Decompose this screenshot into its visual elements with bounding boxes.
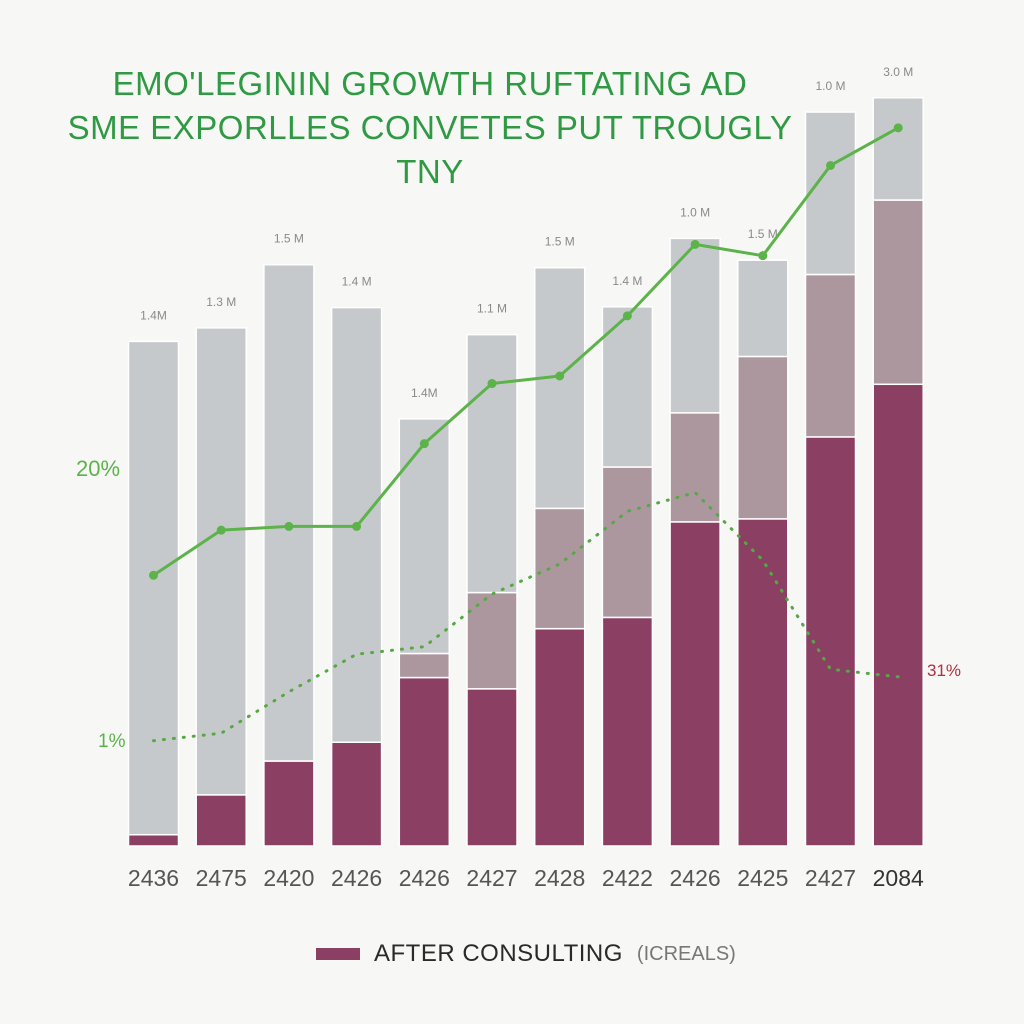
- x-tick-label: 2475: [196, 865, 247, 891]
- bar-value-label: 1.1 M: [477, 302, 507, 316]
- bar-value-label: 1.0 M: [680, 205, 710, 219]
- bar-segment-after: [601, 616, 654, 847]
- bar-segment-after: [669, 521, 721, 847]
- bar-segment-before: [533, 266, 586, 510]
- bar-segment-middle: [804, 273, 857, 438]
- x-axis-tick-labels: 2436 2475 2420 2426 2426 2427 2428 2422 2426 2425…: [128, 865, 924, 891]
- trend-point: [216, 525, 226, 535]
- bar-segment-before: [872, 97, 924, 201]
- bar-segment-middle: [398, 652, 451, 679]
- bar-segment-after: [466, 688, 518, 847]
- trend-point: [555, 371, 565, 381]
- bar-segment-after: [195, 794, 247, 847]
- bar-segment-before: [601, 306, 654, 468]
- legend-unit: (ICREALS): [636, 942, 736, 965]
- x-tick-label: 2427: [805, 865, 856, 891]
- bar-segment-middle: [466, 591, 518, 690]
- legend-label: AFTER CONSULTING: [374, 940, 623, 967]
- bar-segment-middle: [533, 507, 586, 630]
- chart-title-line-2: SME EXPORLLES CONVETES PUT TROUGLY TNY: [67, 109, 793, 190]
- bar-segment-after: [330, 741, 383, 847]
- bar-value-label: 1.3 M: [206, 295, 236, 309]
- x-tick-label: 2436: [128, 865, 179, 891]
- x-tick-label: 2427: [466, 865, 517, 891]
- annotation-31-percent: 31%: [927, 661, 961, 680]
- legend: AFTER CONSULTING (ICREALS): [316, 940, 736, 968]
- bar-value-label: 1.4 M: [342, 275, 372, 289]
- bar-value-label: 1.5 M: [748, 227, 778, 241]
- bar-segment-after: [398, 676, 451, 847]
- trend-point: [826, 160, 835, 170]
- bars-group: [127, 97, 924, 847]
- bar-segment-middle: [601, 466, 654, 619]
- trend-lines-group: [149, 123, 903, 743]
- bar-segment-middle: [737, 355, 789, 520]
- bar-segment-before: [195, 327, 247, 796]
- bar-segment-after: [533, 627, 586, 847]
- x-tick-label: 2084: [873, 865, 924, 891]
- trend-point: [352, 521, 362, 531]
- bar-segment-before: [330, 306, 383, 743]
- annotation-20-percent: 20%: [76, 456, 120, 481]
- trend-point: [690, 239, 700, 249]
- x-tick-label: 2425: [737, 865, 788, 891]
- bar-segment-before: [263, 263, 315, 762]
- bar-segment-middle: [872, 199, 924, 386]
- bar-segment-before: [398, 418, 451, 655]
- annotations-group: 20% 1% 31%: [76, 456, 961, 752]
- trend-point: [284, 521, 294, 531]
- trend-line-solid: [152, 126, 899, 577]
- trend-point: [893, 123, 903, 133]
- chart-title: EMO'LEGININ GROWTH RUFTATING AD SME EXPO…: [30, 62, 830, 194]
- bar-value-labels: 1.4M 1.3 M 1.5 M 1.4 M 1.4M 1.1 M 1.5 M 1.4 M 1.…: [140, 65, 913, 400]
- bar-segment-before: [804, 111, 857, 276]
- legend-swatch-after-consulting: [316, 948, 360, 960]
- bar-value-label: 1.5 M: [274, 232, 304, 246]
- bar-segment-after: [737, 518, 789, 847]
- bar-segment-after: [127, 833, 180, 847]
- chart-title-line-1: EMO'LEGININ GROWTH RUFTATING AD: [112, 65, 748, 102]
- bar-segment-before: [127, 340, 180, 836]
- trend-point: [149, 570, 158, 580]
- trend-point: [622, 311, 632, 321]
- bar-segment-after: [872, 383, 924, 847]
- bar-value-label: 1.4 M: [612, 274, 642, 288]
- trend-point: [758, 251, 768, 261]
- trend-point: [487, 379, 497, 389]
- bar-segment-before: [466, 333, 518, 594]
- x-tick-label: 2426: [331, 865, 382, 891]
- bar-value-label: 3.0 M: [883, 65, 913, 79]
- bar-segment-middle: [669, 412, 721, 523]
- bar-value-label: 1.0 M: [815, 79, 845, 93]
- bar-value-label: 1.4M: [140, 308, 167, 322]
- x-tick-label: 2420: [263, 865, 314, 891]
- x-tick-label: 2426: [670, 865, 721, 891]
- trend-point: [419, 439, 429, 449]
- bar-segment-before: [669, 237, 721, 414]
- x-tick-label: 2422: [602, 865, 653, 891]
- bar-segment-after: [263, 760, 315, 847]
- x-tick-label: 2428: [534, 865, 585, 891]
- annotation-1-percent: 1%: [98, 731, 126, 752]
- x-tick-label: 2426: [399, 865, 450, 891]
- bar-segment-before: [737, 259, 789, 358]
- bar-value-label: 1.4M: [411, 386, 438, 400]
- bar-value-label: 1.5 M: [545, 235, 575, 249]
